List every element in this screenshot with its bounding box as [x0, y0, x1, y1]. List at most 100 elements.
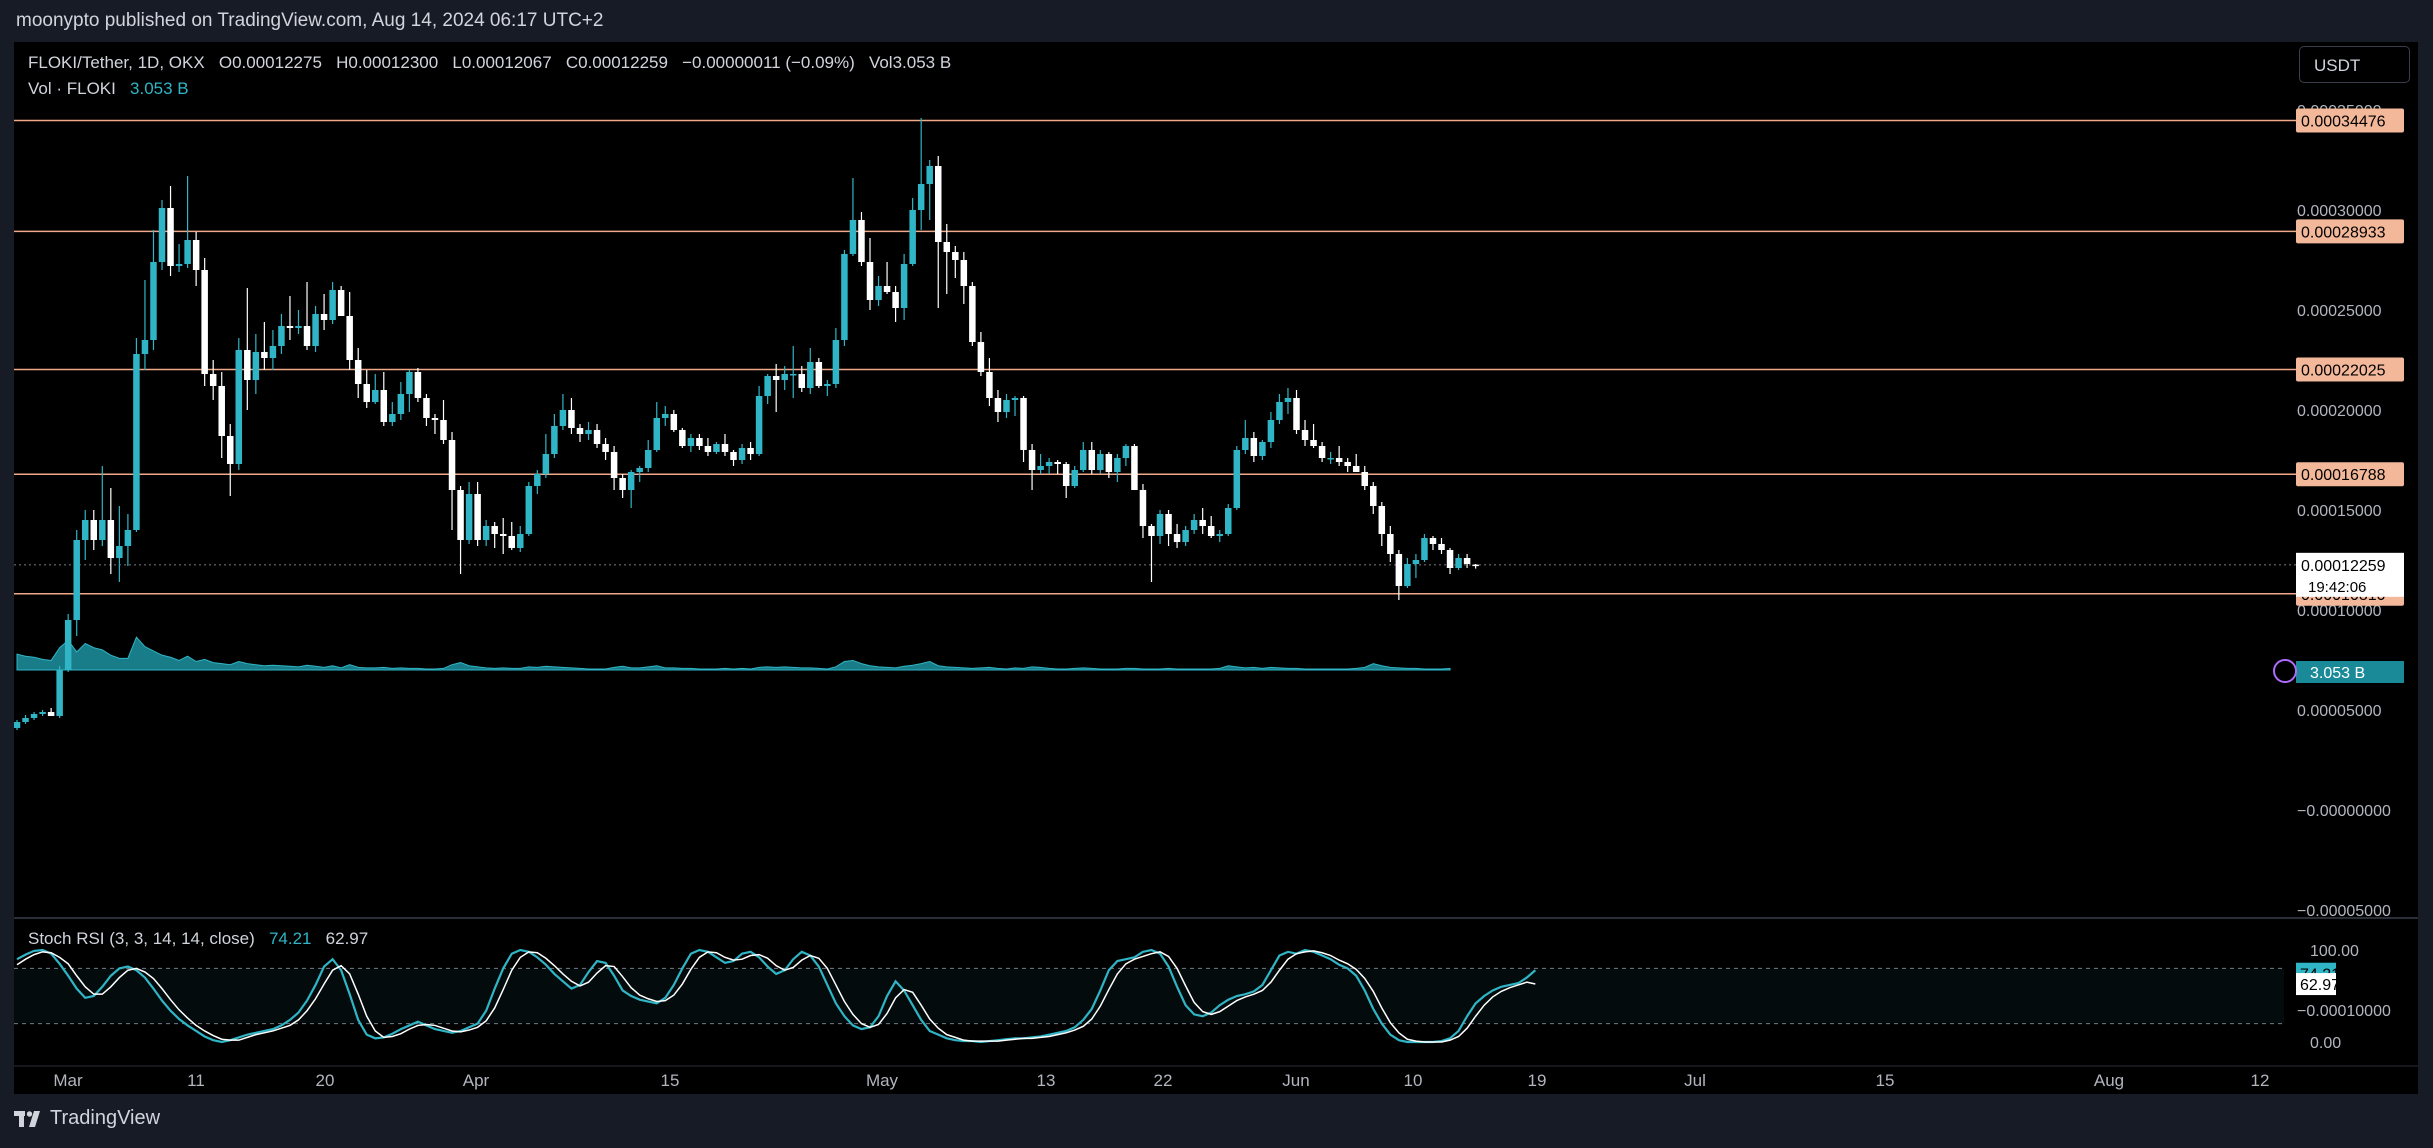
- footer-brand-label: TradingView: [50, 1107, 161, 1129]
- candle-down: [448, 440, 456, 490]
- level-label-bg: [2296, 108, 2404, 133]
- open-value: 0.00012275: [232, 53, 322, 72]
- candle-down: [1199, 520, 1206, 526]
- candle-up: [150, 262, 157, 340]
- candle-up: [713, 444, 720, 452]
- candle-down: [960, 260, 968, 286]
- candle-down: [1463, 558, 1471, 564]
- price-tick-label: −0.00000000: [2297, 803, 2391, 820]
- candle-down: [943, 242, 951, 252]
- candle-up: [295, 326, 302, 328]
- candle-up: [73, 540, 80, 620]
- level-label: 0.00028933: [2301, 224, 2386, 241]
- candle-down: [1088, 450, 1096, 470]
- candle-up: [141, 340, 149, 354]
- vol-value: 3.053 B: [892, 53, 952, 72]
- candle-up: [1404, 564, 1411, 586]
- candle-up: [1225, 508, 1232, 534]
- stoch-k-value: 74.21: [268, 929, 312, 948]
- countdown-label: 19:42:06: [2308, 579, 2366, 596]
- candle-down: [320, 314, 328, 320]
- candle-up: [116, 546, 123, 558]
- candle-up: [1122, 446, 1130, 458]
- volume-legend: Vol · FLOKI 3.053 B: [28, 79, 189, 99]
- symbol-label[interactable]: FLOKI/Tether, 1D, OKX: [28, 53, 205, 72]
- candle-down: [457, 490, 464, 540]
- candle-up: [781, 374, 788, 380]
- candle-down: [90, 520, 98, 540]
- stoch-d-label-bg: [2296, 973, 2336, 996]
- candle-down: [977, 342, 985, 372]
- volume-label: 3.053 B: [2310, 665, 2365, 682]
- candle-down: [286, 326, 294, 328]
- stoch-tick-label: 0.00: [2310, 1035, 2341, 1052]
- candle-up: [662, 414, 669, 418]
- candle-down: [1395, 554, 1403, 586]
- chart-canvas[interactable]: 0.000350000.000300000.000250000.00020000…: [14, 42, 2418, 1094]
- candle-down: [440, 420, 447, 440]
- candle-up: [1156, 514, 1164, 536]
- time-label: Jul: [1684, 1071, 1706, 1090]
- candle-up: [917, 184, 925, 210]
- price-tick-label: 0.00015000: [2297, 503, 2382, 520]
- candle-down: [227, 436, 234, 464]
- candle-down: [1370, 486, 1377, 506]
- stoch-label[interactable]: Stoch RSI (3, 3, 14, 14, close): [28, 929, 255, 948]
- candle-down: [568, 410, 575, 428]
- ohlc-legend: FLOKI/Tether, 1D, OKX O0.00012275 H0.000…: [28, 53, 951, 73]
- time-label: Mar: [53, 1071, 83, 1090]
- candle-up: [1284, 398, 1292, 402]
- candle-down: [1173, 534, 1181, 542]
- candle-up: [551, 426, 558, 454]
- time-label: May: [866, 1071, 899, 1090]
- volume-series-label[interactable]: Vol · FLOKI: [28, 79, 116, 98]
- candle-down: [354, 360, 362, 384]
- candle-up: [30, 714, 38, 718]
- candle-down: [858, 220, 865, 262]
- candle-up: [397, 394, 405, 414]
- candle-up: [389, 414, 396, 422]
- candle-down: [380, 390, 388, 422]
- candle-up: [1037, 466, 1044, 470]
- candle-down: [883, 286, 891, 292]
- candle-up: [1327, 458, 1334, 460]
- low-value: 0.00012067: [461, 53, 552, 72]
- time-label: 11: [187, 1071, 205, 1090]
- last-price-label-bg: [2296, 552, 2404, 597]
- change-value: −0.00000011 (−0.09%): [682, 53, 855, 72]
- candle-down: [1361, 472, 1368, 486]
- time-label: 13: [1037, 1071, 1056, 1090]
- candle-up: [807, 362, 814, 388]
- candle-down: [1335, 458, 1343, 462]
- candle-up: [406, 372, 413, 394]
- candle-up: [585, 430, 592, 434]
- price-tick-label: 0.00005000: [2297, 703, 2382, 720]
- candle-up: [1259, 442, 1266, 456]
- candle-up: [14, 722, 21, 728]
- candle-up: [627, 472, 635, 490]
- candle-up: [1242, 438, 1249, 450]
- candle-down: [1207, 526, 1215, 536]
- candle-down: [730, 452, 737, 460]
- open-label: O: [218, 53, 233, 72]
- candle-up: [372, 390, 379, 402]
- candle-up: [1182, 530, 1189, 542]
- candle-down: [1318, 446, 1326, 458]
- candle-down: [772, 376, 780, 380]
- close-value: 0.00012259: [578, 53, 668, 72]
- candle-down: [491, 526, 498, 534]
- candle-up: [1455, 558, 1462, 568]
- candle-down: [1028, 450, 1036, 470]
- candle-down: [244, 350, 251, 380]
- high-value: 0.00012300: [348, 53, 439, 72]
- candle-up: [1421, 538, 1428, 560]
- chart-area[interactable]: 0.000350000.000300000.000250000.00020000…: [14, 42, 2418, 1094]
- footer-brand[interactable]: TradingView: [14, 1107, 160, 1130]
- candle-down: [610, 452, 618, 478]
- candle-up: [124, 530, 132, 546]
- volume-series-value: 3.053 B: [130, 79, 189, 98]
- currency-button[interactable]: USDT: [2299, 46, 2410, 83]
- tradingview-logo-icon: [14, 1110, 40, 1127]
- price-tick-label: −0.00010000: [2297, 1003, 2391, 1020]
- candle-up: [235, 350, 243, 464]
